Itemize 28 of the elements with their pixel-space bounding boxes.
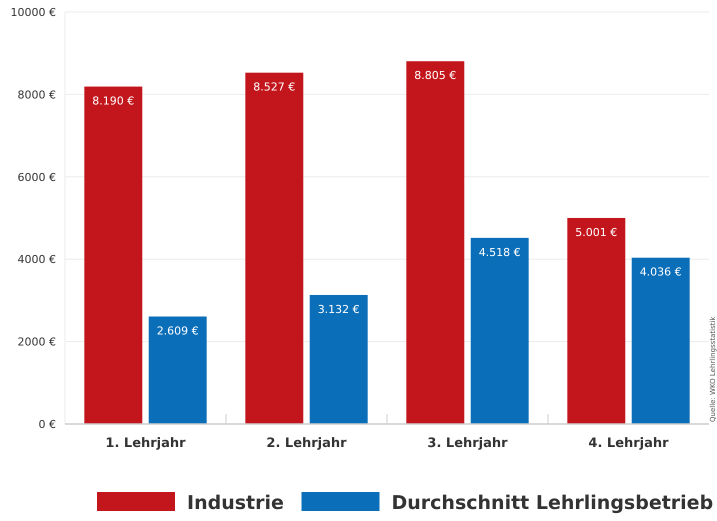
bar [470, 238, 529, 424]
legend-label: Durchschnitt Lehrlingsbetrieb [392, 492, 714, 514]
data-label: 4.518 € [478, 246, 521, 259]
y-tick-label: 10000 € [10, 6, 56, 19]
data-label: 8.527 € [253, 80, 296, 94]
data-label: 8.805 € [414, 69, 456, 82]
x-tick-label: 3. Lehrjahr [427, 436, 508, 451]
data-label: 2.609 € [156, 324, 199, 338]
x-tick-label: 2. Lehrjahr [266, 436, 348, 451]
y-tick-label: 4000 € [18, 253, 56, 266]
bar [406, 61, 464, 424]
bar [310, 294, 368, 424]
data-label: 8.190 € [92, 94, 134, 108]
bar [632, 258, 690, 424]
data-label: 4.036 € [640, 266, 682, 279]
y-tick-label: 8000 € [18, 88, 56, 102]
data-label: 5.001 € [575, 226, 618, 239]
bar [567, 218, 626, 424]
y-tick-label: 2000 € [18, 336, 56, 349]
data-label: 3.132 € [318, 302, 360, 316]
x-tick-label: 1. Lehrjahr [105, 436, 186, 451]
x-tick-label: 4. Lehrjahr [588, 436, 670, 451]
y-tick-label: 6000 € [18, 170, 56, 184]
bar [245, 72, 304, 424]
legend-label: Industrie [187, 492, 284, 514]
y-tick-label: 0 € [38, 418, 56, 431]
bar [84, 86, 142, 424]
bar [148, 316, 207, 424]
